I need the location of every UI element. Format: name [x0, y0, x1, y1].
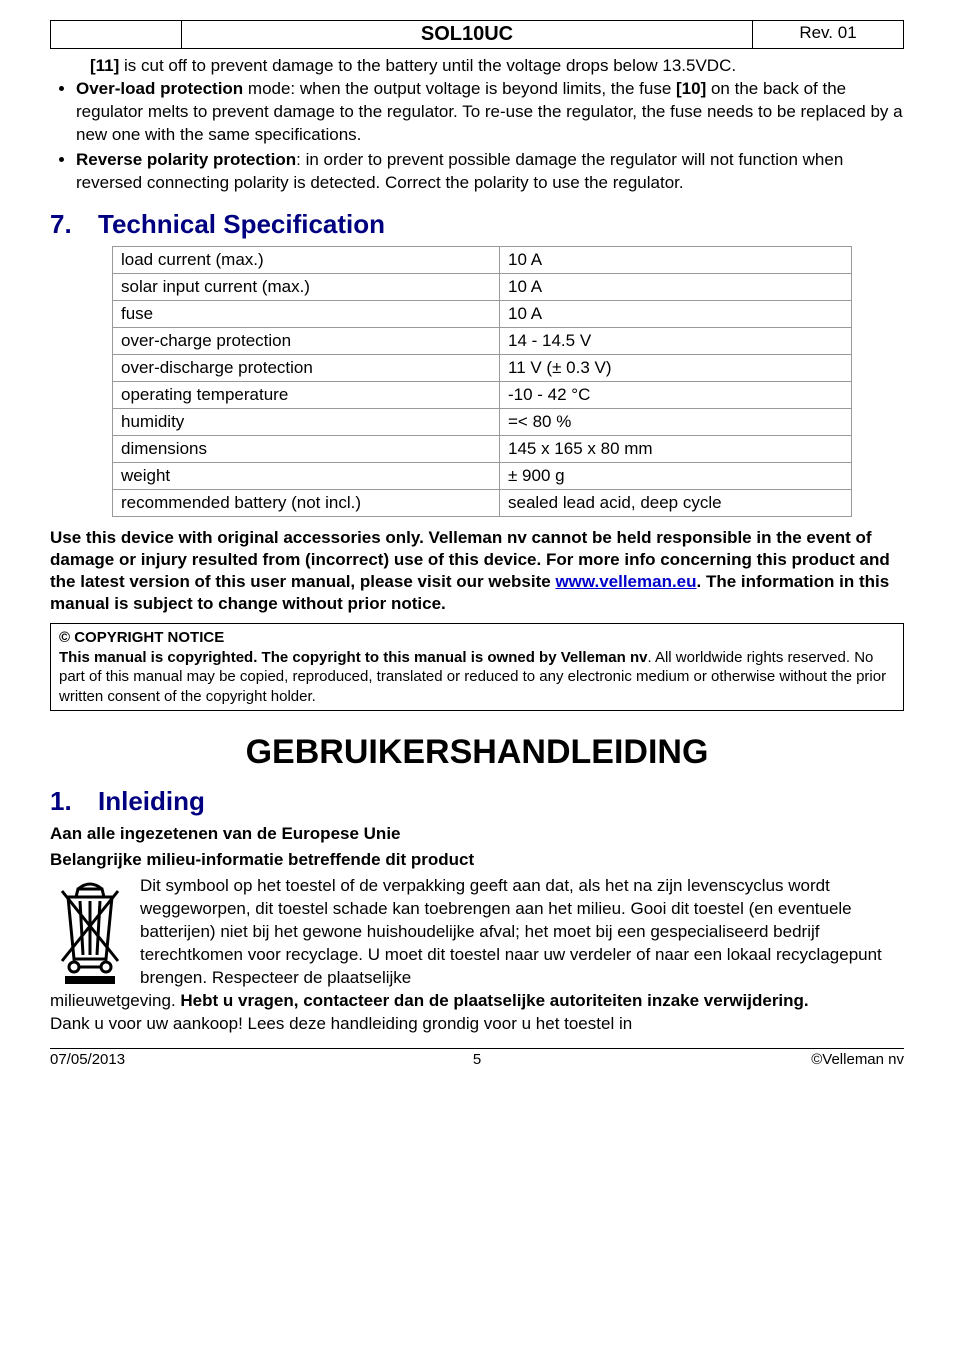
footer: 07/05/2013 5 ©Velleman nv: [50, 1048, 904, 1068]
section-7-title: Technical Specification: [98, 209, 385, 239]
overload-item: Over-load protection mode: when the outp…: [76, 78, 904, 147]
spec-value: 145 x 165 x 80 mm: [500, 435, 852, 462]
spec-value: 10 A: [500, 246, 852, 273]
footer-copyright: ©Velleman nv: [619, 1051, 904, 1068]
disclaimer: Use this device with original accessorie…: [50, 527, 904, 615]
spec-label: humidity: [113, 408, 500, 435]
table-row: operating temperature-10 - 42 °C: [113, 381, 852, 408]
spec-label: operating temperature: [113, 381, 500, 408]
cutoff-note: [11] is cut off to prevent damage to the…: [90, 55, 904, 78]
spec-label: over-discharge protection: [113, 354, 500, 381]
copyright-title: © COPYRIGHT NOTICE: [59, 628, 895, 648]
overload-label: Over-load protection: [76, 79, 243, 98]
copyright-box: © COPYRIGHT NOTICE This manual is copyri…: [50, 623, 904, 711]
table-row: over-charge protection14 - 14.5 V: [113, 327, 852, 354]
spec-label: weight: [113, 462, 500, 489]
thanks-line: Dank u voor uw aankoop! Lees deze handle…: [50, 1013, 904, 1036]
footer-page: 5: [335, 1051, 620, 1068]
spec-table: load current (max.)10 Asolar input curre…: [112, 246, 852, 517]
spec-value: =< 80 %: [500, 408, 852, 435]
spec-value: ± 900 g: [500, 462, 852, 489]
weee-icon: [50, 879, 130, 984]
table-row: weight± 900 g: [113, 462, 852, 489]
table-row: dimensions145 x 165 x 80 mm: [113, 435, 852, 462]
table-row: solar input current (max.)10 A: [113, 273, 852, 300]
protection-list: Over-load protection mode: when the outp…: [50, 78, 904, 195]
questions-bold: Hebt u vragen, contacteer dan de plaatse…: [180, 991, 808, 1010]
env-info: Belangrijke milieu-informatie betreffend…: [50, 849, 904, 871]
footer-date: 07/05/2013: [50, 1051, 335, 1068]
table-row: load current (max.)10 A: [113, 246, 852, 273]
table-row: humidity=< 80 %: [113, 408, 852, 435]
section-7-heading: 7.Technical Specification: [50, 209, 904, 240]
product-code: SOL10UC: [182, 21, 753, 48]
header-empty: [51, 21, 182, 48]
spec-label: fuse: [113, 300, 500, 327]
header-box: SOL10UC Rev. 01: [50, 20, 904, 49]
spec-value: 10 A: [500, 300, 852, 327]
reverse-polarity-label: Reverse polarity protection: [76, 150, 296, 169]
spec-label: solar input current (max.): [113, 273, 500, 300]
revision: Rev. 01: [753, 21, 903, 48]
spec-value: 10 A: [500, 273, 852, 300]
section-1-title: Inleiding: [98, 786, 205, 816]
section-7-num: 7.: [50, 209, 98, 240]
spec-value: 14 - 14.5 V: [500, 327, 852, 354]
section-1-num: 1.: [50, 786, 98, 817]
section-1-heading: 1.Inleiding: [50, 786, 904, 817]
spec-label: over-charge protection: [113, 327, 500, 354]
reverse-polarity-item: Reverse polarity protection: in order to…: [76, 149, 904, 195]
table-row: fuse10 A: [113, 300, 852, 327]
website-link[interactable]: www.velleman.eu: [555, 572, 696, 591]
spec-value: -10 - 42 °C: [500, 381, 852, 408]
spec-label: recommended battery (not incl.): [113, 489, 500, 516]
spec-label: dimensions: [113, 435, 500, 462]
eu-residents: Aan alle ingezetenen van de Europese Uni…: [50, 823, 904, 845]
doc-title: GEBRUIKERSHANDLEIDING: [50, 733, 904, 772]
spec-value: sealed lead acid, deep cycle: [500, 489, 852, 516]
table-row: recommended battery (not incl.)sealed le…: [113, 489, 852, 516]
spec-value: 11 V (± 0.3 V): [500, 354, 852, 381]
table-row: over-discharge protection11 V (± 0.3 V): [113, 354, 852, 381]
weee-text: Dit symbool op het toestel of de verpakk…: [140, 876, 882, 987]
spec-label: load current (max.): [113, 246, 500, 273]
